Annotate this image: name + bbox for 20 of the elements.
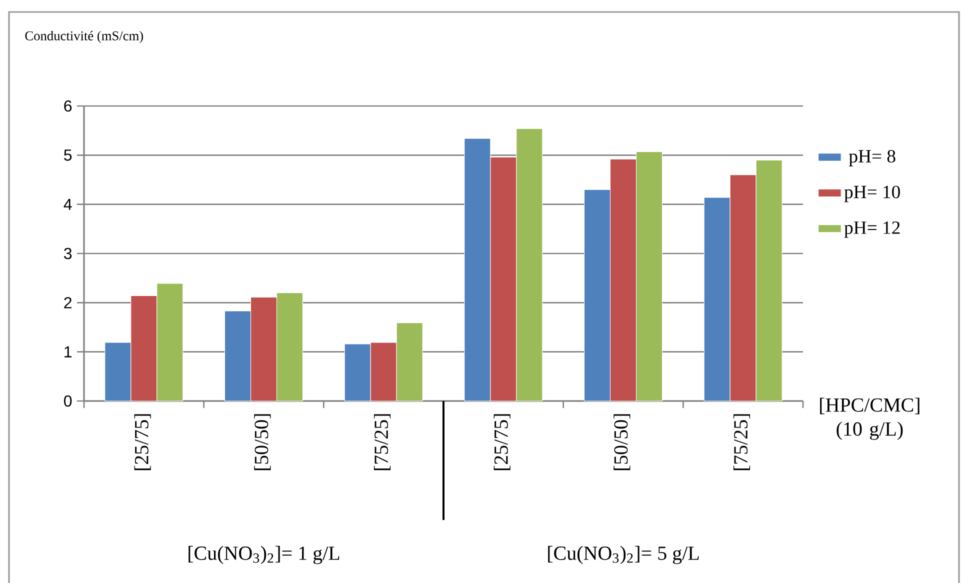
text: [Cu(NO$_{3}$)$_{2}$]= 1 g/L — [188, 546, 340, 564]
y-tick-label: 1 — [64, 346, 72, 358]
x-tick-label: [75/25] — [733, 414, 750, 470]
x-tick-label: [25/75] — [134, 414, 151, 470]
x-tick-label: [75/25] — [374, 414, 391, 470]
y-tick-label: 6 — [64, 100, 72, 112]
legend-label: pH= 12 — [844, 221, 900, 238]
y-axis-title: Conductivité (mS/cm) — [25, 30, 144, 44]
legend-label: pH= 10 — [844, 186, 900, 202]
x-tick-label: [25/75] — [494, 414, 510, 470]
text: [Cu(NO$_{3}$)$_{2}$]= 5 g/L — [548, 546, 699, 564]
x-tick-label: [50/50] — [254, 414, 271, 470]
x-axis-title: [HPC/CMC] (10 g/L) — [820, 398, 920, 440]
y-tick-label: 4 — [64, 198, 72, 210]
y-tick-label: 3 — [64, 248, 72, 260]
y-tick-label: 0 — [64, 395, 72, 407]
y-tick-label: 5 — [64, 150, 72, 161]
legend-label: pH= 8 — [848, 150, 896, 166]
y-tick-label: 2 — [64, 297, 72, 308]
x-tick-label: [50/50] — [614, 414, 630, 470]
